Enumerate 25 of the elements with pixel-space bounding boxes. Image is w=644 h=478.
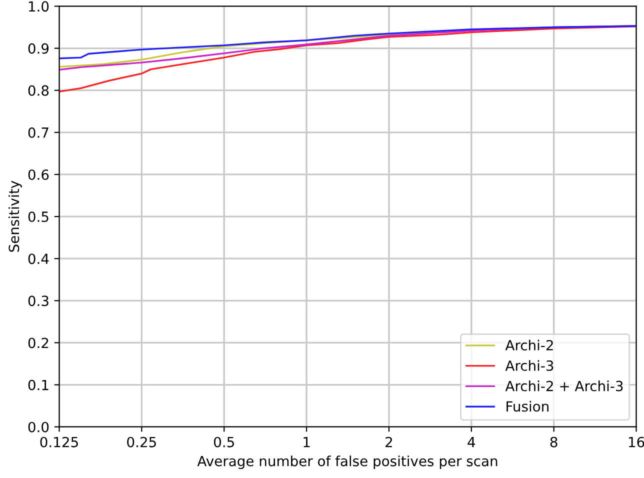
y-tick-label: 0.0 xyxy=(28,422,49,432)
y-tick-label: 1.0 xyxy=(28,1,49,12)
y-tick-label: 0.4 xyxy=(28,254,49,264)
legend-label: Archi-3 xyxy=(505,360,554,371)
y-axis-title: Sensitivity xyxy=(8,180,22,252)
y-tick-label: 0.2 xyxy=(28,338,48,348)
x-tick-label: 4 xyxy=(468,437,476,448)
legend-label: Fusion xyxy=(506,400,548,412)
x-axis-title: Average number of false positives per scan xyxy=(197,456,498,470)
y-tick-label: 0.3 xyxy=(28,296,48,306)
y-tick-label: 0.5 xyxy=(28,212,48,222)
y-tick-label: 0.9 xyxy=(28,43,49,54)
y-tick-label: 0.7 xyxy=(28,127,48,138)
x-tick-label: 1 xyxy=(304,437,310,448)
legend-label: Archi-2 + Archi-3 xyxy=(505,380,623,392)
x-tick-label: 8 xyxy=(550,436,558,448)
x-tick-label: 0.5 xyxy=(214,436,234,448)
legend-label: Archi-2 xyxy=(505,340,553,351)
x-tick-label: 2 xyxy=(386,436,392,448)
y-tick-label: 0.1 xyxy=(28,380,48,390)
x-tick-label: 16 xyxy=(628,436,644,448)
x-tick-label: 0.25 xyxy=(127,436,156,448)
x-tick-label: 0.125 xyxy=(40,436,78,448)
y-tick-label: 0.8 xyxy=(28,85,49,96)
y-tick-label: 0.6 xyxy=(28,169,49,180)
